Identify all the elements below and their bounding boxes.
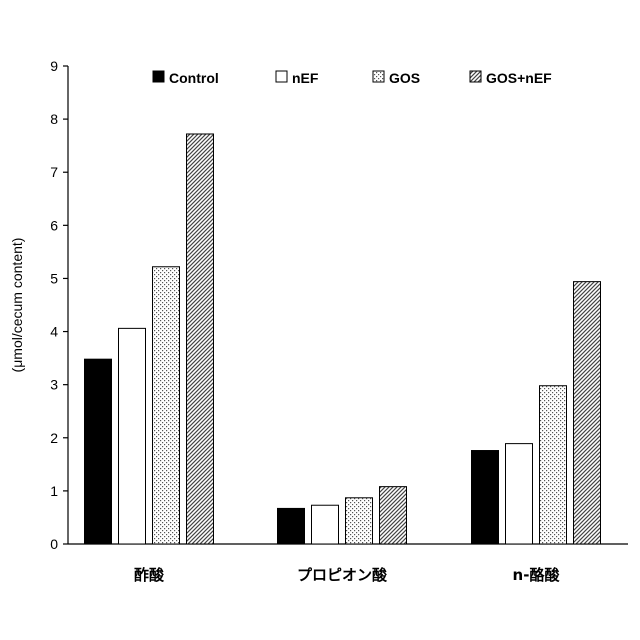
legend-swatch (470, 71, 481, 82)
plot-area: 0 1 2 3 4 5 6 7 8 9 酢酸 プロピオン酸 n-酪酸 (50, 58, 628, 584)
bar-gos-nef-0 (187, 134, 214, 544)
legend-swatch (373, 71, 384, 82)
bar-gos-0 (153, 267, 180, 544)
y-tick-label: 9 (50, 58, 58, 74)
y-tick-label: 0 (50, 536, 58, 552)
y-tick-label: 4 (50, 324, 58, 340)
y-axis-ticks: 0 1 2 3 4 5 6 7 8 9 (50, 58, 68, 552)
legend-label: GOS+nEF (486, 70, 552, 86)
x-axis-labels: 酢酸 プロピオン酸 n-酪酸 (134, 566, 560, 584)
legend-swatch (153, 71, 164, 82)
legend-swatch (276, 71, 287, 82)
bar-nef-2 (506, 444, 533, 544)
bar-nef-0 (119, 328, 146, 544)
legend-label: Control (169, 70, 219, 86)
legend-label: GOS (389, 70, 420, 86)
bar-control-1 (278, 508, 305, 544)
y-tick-label: 8 (50, 111, 58, 127)
legend-label: nEF (292, 70, 319, 86)
y-axis-title: (μmol/cecum content) (9, 238, 25, 373)
y-tick-label: 2 (50, 430, 58, 446)
bar-gos-1 (346, 498, 373, 544)
bar-gos-2 (540, 386, 567, 544)
y-tick-label: 6 (50, 217, 58, 233)
y-tick-label: 7 (50, 164, 58, 180)
bar-control-2 (472, 451, 499, 544)
bar-gos-nef-2 (574, 282, 601, 544)
legend: Control nEF GOS GOS+nEF (153, 70, 552, 86)
x-category-label: 酢酸 (134, 566, 165, 584)
bar-control-0 (85, 359, 112, 544)
y-tick-label: 1 (50, 483, 58, 499)
y-tick-label: 3 (50, 377, 58, 393)
bars (85, 134, 601, 544)
bar-gos-nef-1 (380, 487, 407, 544)
x-category-label: プロピオン酸 (297, 566, 388, 584)
y-tick-label: 5 (50, 270, 58, 286)
x-category-label: n-酪酸 (513, 566, 561, 584)
bar-nef-1 (312, 505, 339, 544)
